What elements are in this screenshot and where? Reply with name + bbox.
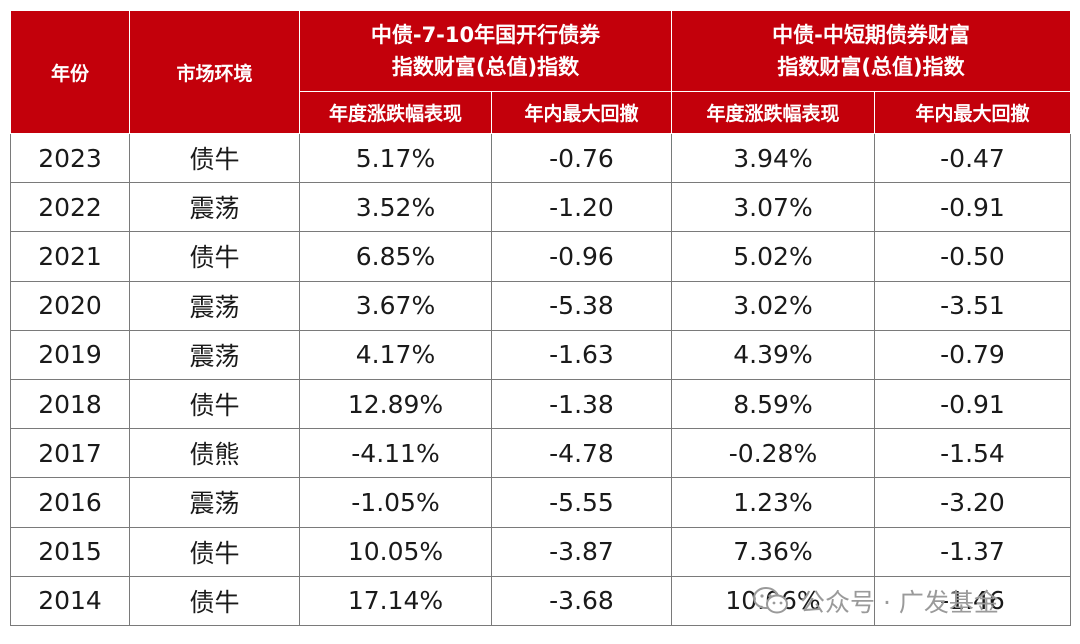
table-body: 2023 债牛 5.17% -0.76 3.94% -0.47 2022 震荡 3.52% -1.… — [10, 132, 1071, 626]
year-cell: 2014 — [10, 575, 130, 626]
index-1-return-cell: 12.89% — [299, 378, 492, 430]
index-2-return-cell: 3.02% — [671, 280, 875, 331]
index-1-drawdown-cell: -4.78 — [491, 428, 672, 479]
table-row: 2022 震荡 3.52% -1.20 3.07% -0.91 — [10, 182, 1071, 233]
table-row: 2016 震荡 -1.05% -5.55 1.23% -3.20 — [10, 477, 1071, 528]
table-row: 2018 债牛 12.89% -1.38 8.59% -0.91 — [10, 378, 1071, 430]
header-row-top: 年份 市场环境 中债-7-10年国开行债券 指数财富(总值)指数 中债-中短期债… — [10, 10, 1071, 134]
market-environment-cell: 债牛 — [129, 526, 300, 577]
index-2-return-cell: 8.59% — [671, 378, 875, 430]
market-environment-header: 市场环境 — [129, 10, 300, 134]
market-environment-cell: 震荡 — [129, 182, 300, 233]
index-1-header-line2: 指数财富(总值)指数 — [391, 55, 580, 79]
year-cell: 2022 — [10, 182, 130, 233]
index-1-drawdown-header: 年内最大回撤 — [491, 91, 672, 134]
year-cell: 2017 — [10, 428, 130, 479]
index-2-return-cell: 4.39% — [671, 329, 875, 380]
index-2-drawdown-cell: -0.91 — [874, 182, 1071, 233]
bond-index-table: 年份 市场环境 中债-7-10年国开行债券 指数财富(总值)指数 中债-中短期债… — [10, 10, 1071, 626]
index-2-drawdown-cell: -3.20 — [874, 477, 1071, 528]
index-1-drawdown-cell: -5.55 — [491, 477, 672, 528]
index-1-return-cell: 6.85% — [299, 231, 492, 282]
index-2-return-cell: 7.36% — [671, 526, 875, 577]
market-environment-cell: 震荡 — [129, 477, 300, 528]
table-row: 2014 债牛 17.14% -3.68 10.06% -1.46 — [10, 575, 1071, 626]
index-2-drawdown-cell: -0.91 — [874, 378, 1071, 430]
market-environment-cell: 债牛 — [129, 575, 300, 626]
market-environment-cell: 债牛 — [129, 132, 300, 184]
index-2-return-cell: 3.94% — [671, 132, 875, 184]
year-cell: 2015 — [10, 526, 130, 577]
market-environment-cell: 债牛 — [129, 231, 300, 282]
index-1-return-cell: 4.17% — [299, 329, 492, 380]
index-2-drawdown-cell: -1.54 — [874, 428, 1071, 479]
table-row: 2023 债牛 5.17% -0.76 3.94% -0.47 — [10, 132, 1071, 184]
index-1-return-cell: 3.67% — [299, 280, 492, 331]
year-header: 年份 — [10, 10, 130, 134]
index-2-return-cell: 1.23% — [671, 477, 875, 528]
index-2-return-cell: 3.07% — [671, 182, 875, 233]
index-1-return-cell: 5.17% — [299, 132, 492, 184]
index-2-header: 中债-中短期债券财富 指数财富(总值)指数 — [671, 10, 1071, 92]
year-cell: 2016 — [10, 477, 130, 528]
index-2-drawdown-cell: -0.79 — [874, 329, 1071, 380]
market-environment-cell: 震荡 — [129, 329, 300, 380]
table-row: 2020 震荡 3.67% -5.38 3.02% -3.51 — [10, 280, 1071, 331]
index-1-drawdown-cell: -0.96 — [491, 231, 672, 282]
index-1-return-cell: 17.14% — [299, 575, 492, 626]
index-2-drawdown-cell: -0.47 — [874, 132, 1071, 184]
table-row: 2017 债熊 -4.11% -4.78 -0.28% -1.54 — [10, 428, 1071, 479]
table-row: 2019 震荡 4.17% -1.63 4.39% -0.79 — [10, 329, 1071, 380]
index-1-drawdown-cell: -3.68 — [491, 575, 672, 626]
year-cell: 2020 — [10, 280, 130, 331]
header-row-sub: 年度涨跌幅表现 年内最大回撤 年度涨跌幅表现 年内最大回撤 — [11, 91, 1071, 134]
index-1-return-header: 年度涨跌幅表现 — [299, 91, 492, 134]
market-environment-cell: 震荡 — [129, 280, 300, 331]
index-2-drawdown-cell: -1.46 — [874, 575, 1071, 626]
year-cell: 2018 — [10, 378, 130, 430]
index-1-return-cell: 10.05% — [299, 526, 492, 577]
index-2-drawdown-cell: -3.51 — [874, 280, 1071, 331]
index-1-return-cell: 3.52% — [299, 182, 492, 233]
index-1-drawdown-cell: -5.38 — [491, 280, 672, 331]
index-2-drawdown-cell: -1.37 — [874, 526, 1071, 577]
market-environment-cell: 债牛 — [129, 378, 300, 430]
index-2-return-header: 年度涨跌幅表现 — [671, 91, 875, 134]
index-1-drawdown-cell: -1.63 — [491, 329, 672, 380]
index-1-drawdown-cell: -3.87 — [491, 526, 672, 577]
index-1-header: 中债-7-10年国开行债券 指数财富(总值)指数 — [299, 10, 672, 92]
year-cell: 2023 — [10, 132, 130, 184]
table-row: 2021 债牛 6.85% -0.96 5.02% -0.50 — [10, 231, 1071, 282]
index-1-return-cell: -1.05% — [299, 477, 492, 528]
index-1-drawdown-cell: -0.76 — [491, 132, 672, 184]
index-2-header-line2: 指数财富(总值)指数 — [777, 55, 965, 79]
index-1-return-cell: -4.11% — [299, 428, 492, 479]
index-1-drawdown-cell: -1.38 — [491, 378, 672, 430]
index-1-header-line1: 中债-7-10年国开行债券 — [370, 23, 601, 47]
index-2-return-cell: -0.28% — [671, 428, 875, 479]
year-cell: 2019 — [10, 329, 130, 380]
index-2-drawdown-cell: -0.50 — [874, 231, 1071, 282]
year-cell: 2021 — [10, 231, 130, 282]
index-2-drawdown-header: 年内最大回撤 — [874, 91, 1071, 134]
market-environment-cell: 债熊 — [129, 428, 300, 479]
index-2-return-cell: 10.06% — [671, 575, 875, 626]
index-2-return-cell: 5.02% — [671, 231, 875, 282]
table-row: 2015 债牛 10.05% -3.87 7.36% -1.37 — [10, 526, 1071, 577]
index-2-header-line1: 中债-中短期债券财富 — [772, 23, 970, 47]
index-1-drawdown-cell: -1.20 — [491, 182, 672, 233]
